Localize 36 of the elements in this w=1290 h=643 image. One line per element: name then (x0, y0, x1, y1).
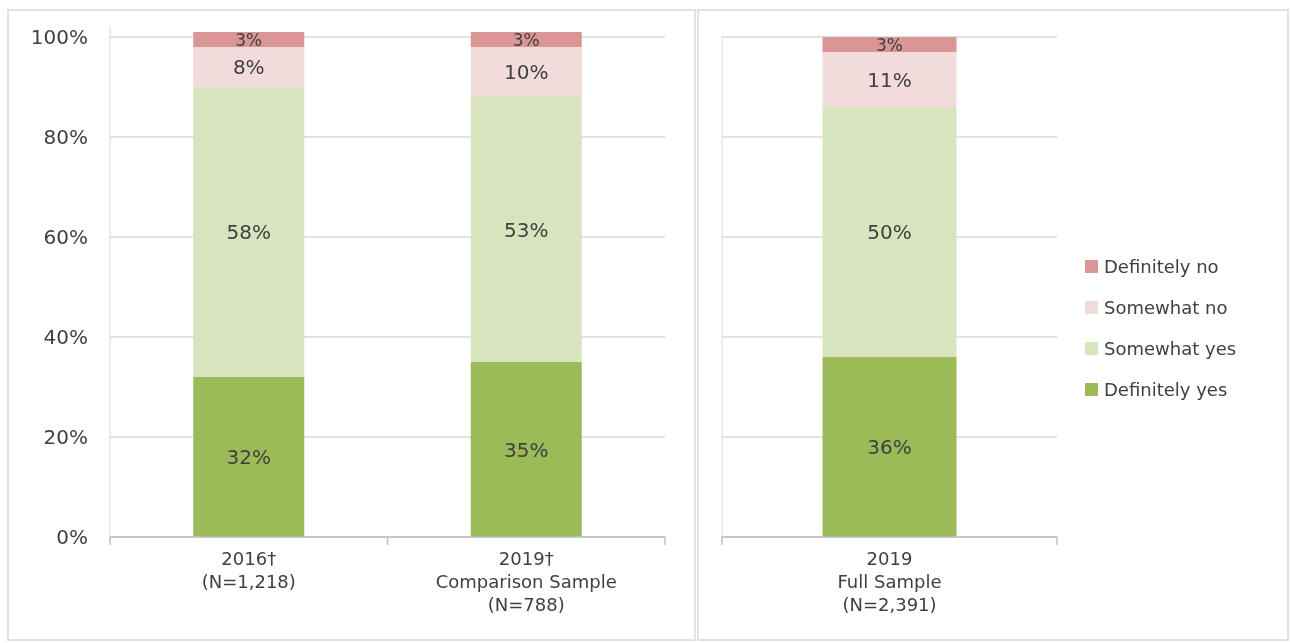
y-tick-label: 20% (43, 425, 88, 450)
data-label: 58% (226, 220, 271, 245)
data-label: 32% (226, 445, 271, 470)
data-label: 3% (876, 34, 903, 55)
y-tick-label: 60% (43, 225, 88, 250)
data-label: 10% (504, 60, 549, 85)
y-tick-label: 0% (56, 525, 88, 550)
bar (822, 37, 957, 52)
bar (470, 362, 582, 537)
legend-label: Somewhat yes (1104, 338, 1237, 360)
legend-label: Definitely yes (1104, 379, 1228, 401)
bar (822, 52, 957, 107)
bar (193, 47, 305, 87)
y-tick-label: 40% (43, 325, 88, 350)
bar (822, 357, 957, 537)
bar (193, 87, 305, 377)
x-tick-label: 2016† (N=1,218) (201, 548, 296, 592)
x-tick-label: 2019 Full Sample (N=2,391) (837, 548, 942, 615)
bar (470, 47, 582, 97)
data-label: 3% (235, 29, 263, 50)
legend-label: Somewhat no (1104, 297, 1228, 319)
data-label: 36% (867, 435, 912, 460)
data-label: 35% (504, 437, 549, 462)
legend-label: Definitely no (1104, 256, 1219, 278)
x-tick-label: 2019† Comparison Sample (N=788) (435, 548, 617, 615)
data-label: 8% (232, 55, 265, 80)
bar (822, 107, 957, 357)
data-label: 11% (867, 67, 912, 92)
bar (470, 97, 582, 362)
y-tick-label: 100% (30, 25, 88, 50)
y-tick-label: 80% (43, 125, 88, 150)
bar (193, 377, 305, 537)
data-label: 50% (867, 220, 912, 245)
data-label: 53% (504, 217, 549, 242)
data-label: 3% (512, 29, 540, 50)
bar (470, 32, 582, 47)
